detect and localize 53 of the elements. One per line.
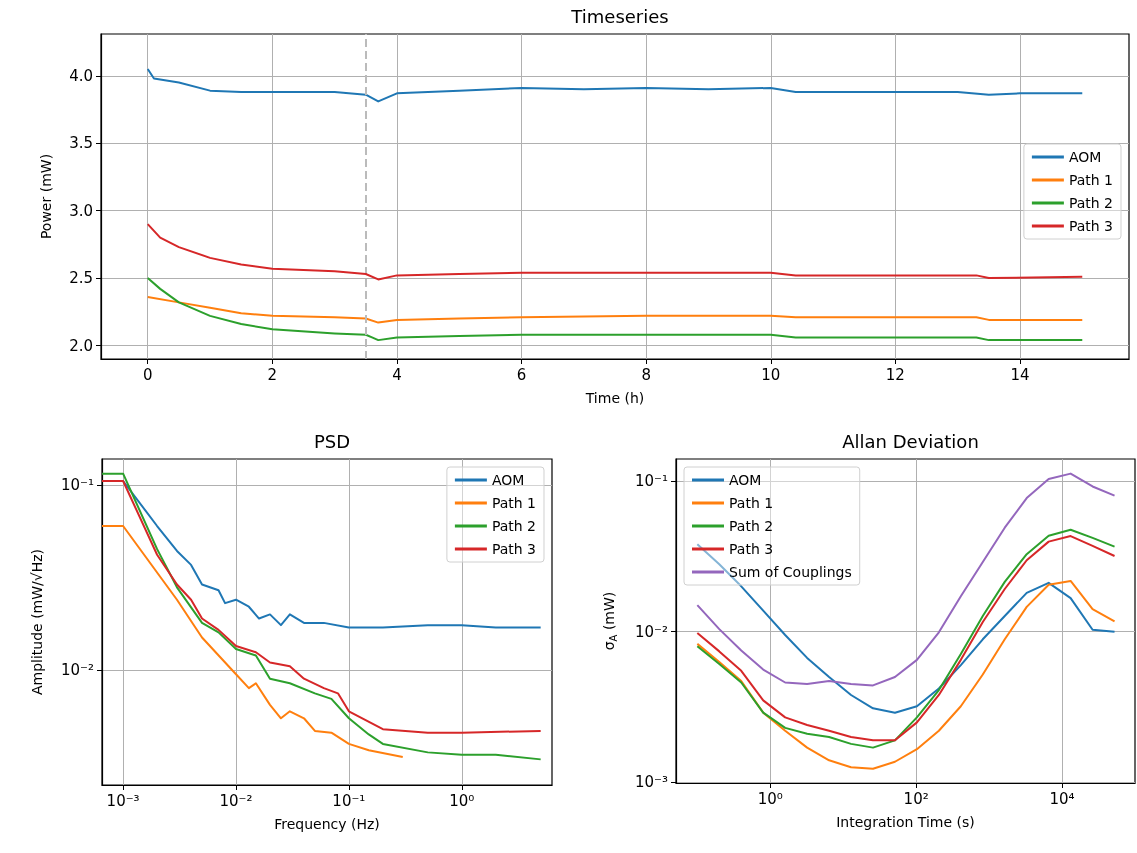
y-tick-label: 4.0 xyxy=(69,66,93,85)
x-tick-label: 10⁻¹ xyxy=(332,791,366,810)
x-axis-title: Frequency (Hz) xyxy=(274,816,380,832)
legend-label: Path 2 xyxy=(491,518,537,534)
y-tick-label: 10⁻¹ xyxy=(60,475,94,494)
x-tick-label: 10² xyxy=(903,789,929,808)
x-tick-label: 10⁰ xyxy=(449,791,475,810)
x-tick-label: 14 xyxy=(1010,365,1030,384)
line-series xyxy=(696,543,1116,714)
y-tick-label: 10⁻² xyxy=(60,661,94,680)
x-tick-label: 0 xyxy=(142,365,153,384)
line-series xyxy=(696,579,1116,770)
x-tick-label: 10⁻² xyxy=(219,791,253,810)
y-axis-title: Amplitude (mW/√Hz) xyxy=(29,548,45,696)
x-axis-title: Integration Time (s) xyxy=(836,814,975,830)
legend-label: Path 1 xyxy=(1068,172,1114,188)
legend-label: AOM xyxy=(729,472,762,488)
x-tick-label: 10 xyxy=(761,365,781,384)
x-tick-label: 10⁻³ xyxy=(106,791,140,810)
x-tick-label: 6 xyxy=(516,365,527,384)
line-series xyxy=(696,472,1116,687)
legend-label: Path 2 xyxy=(1068,195,1114,211)
y-axis-title: σA (mW) xyxy=(601,591,619,651)
chart-title: Allan Deviation xyxy=(842,430,979,452)
legend-label: Sum of Couplings xyxy=(729,564,852,580)
legend-label: Path 1 xyxy=(729,495,774,511)
x-tick-label: 8 xyxy=(641,365,651,384)
legend-label: AOM xyxy=(1068,149,1102,165)
chart-title: Timeseries xyxy=(570,5,669,27)
x-tick-label: 12 xyxy=(885,365,905,384)
legend-label: Path 3 xyxy=(729,541,774,557)
line-series xyxy=(146,68,1084,103)
y-tick-label: 2.0 xyxy=(69,336,93,355)
x-tick-label: 2 xyxy=(267,365,278,384)
y-axis-title: Power (mW) xyxy=(38,153,54,240)
y-tick-label: 3.5 xyxy=(69,134,93,153)
y-tick-label: 2.5 xyxy=(69,269,93,288)
legend-label: Path 2 xyxy=(729,518,774,534)
x-tick-label: 4 xyxy=(392,365,402,384)
chart-title: PSD xyxy=(313,430,351,452)
y-tick-label: 3.0 xyxy=(69,201,93,220)
legend-label: Path 3 xyxy=(1068,218,1114,234)
x-tick-label: 10⁰ xyxy=(757,789,783,808)
y-tick-label: 10⁻³ xyxy=(634,773,668,792)
y-tick-label: 10⁻¹ xyxy=(634,472,668,491)
line-series xyxy=(146,277,1084,342)
legend-label: Path 1 xyxy=(491,495,537,511)
line-series xyxy=(146,295,1084,324)
x-tick-label: 10⁴ xyxy=(1049,789,1075,808)
legend-label: AOM xyxy=(491,472,525,488)
y-tick-label: 10⁻² xyxy=(634,622,668,641)
x-axis-title: Time (h) xyxy=(584,390,645,406)
legend-label: Path 3 xyxy=(491,541,537,557)
